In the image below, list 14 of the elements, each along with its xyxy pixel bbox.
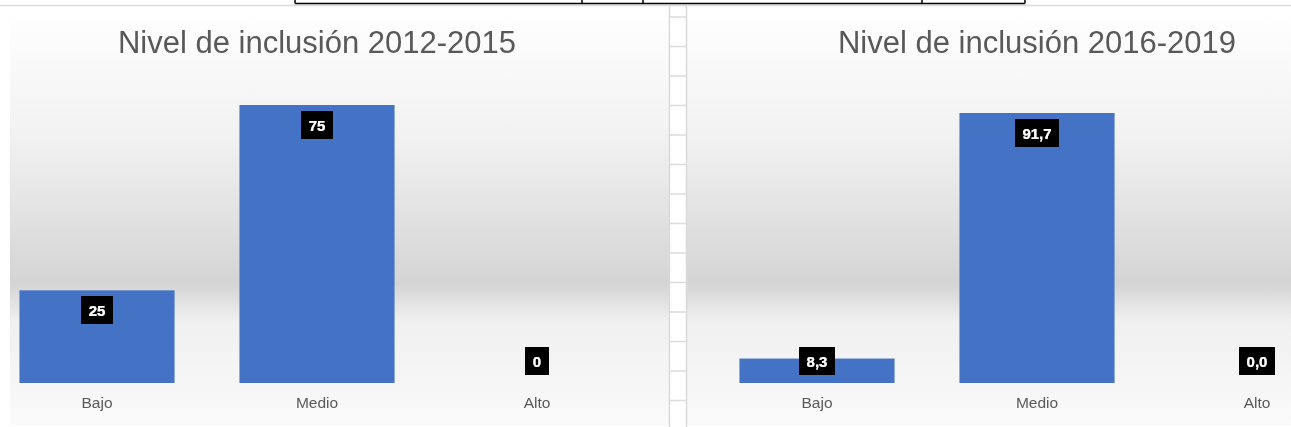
data-label: 0,0	[1246, 352, 1268, 370]
x-tick-label: Bajo	[81, 394, 113, 411]
chart-title: Nivel de inclusión 2012-2015	[117, 25, 517, 60]
x-tick-label: Alto	[523, 394, 551, 411]
data-label: 91,7	[1022, 124, 1052, 142]
x-tick-label: Bajo	[801, 394, 833, 411]
data-label: 0	[532, 352, 542, 370]
data-label: 8,3	[806, 352, 828, 370]
chart-title: Nivel de inclusión 2016-2019	[837, 25, 1237, 60]
x-tick-label: Alto	[1243, 394, 1271, 411]
data-label: 25	[88, 301, 106, 319]
x-tick-label: Medio	[295, 394, 339, 411]
data-label: 75	[308, 116, 326, 134]
x-tick-label: Medio	[1015, 394, 1059, 411]
